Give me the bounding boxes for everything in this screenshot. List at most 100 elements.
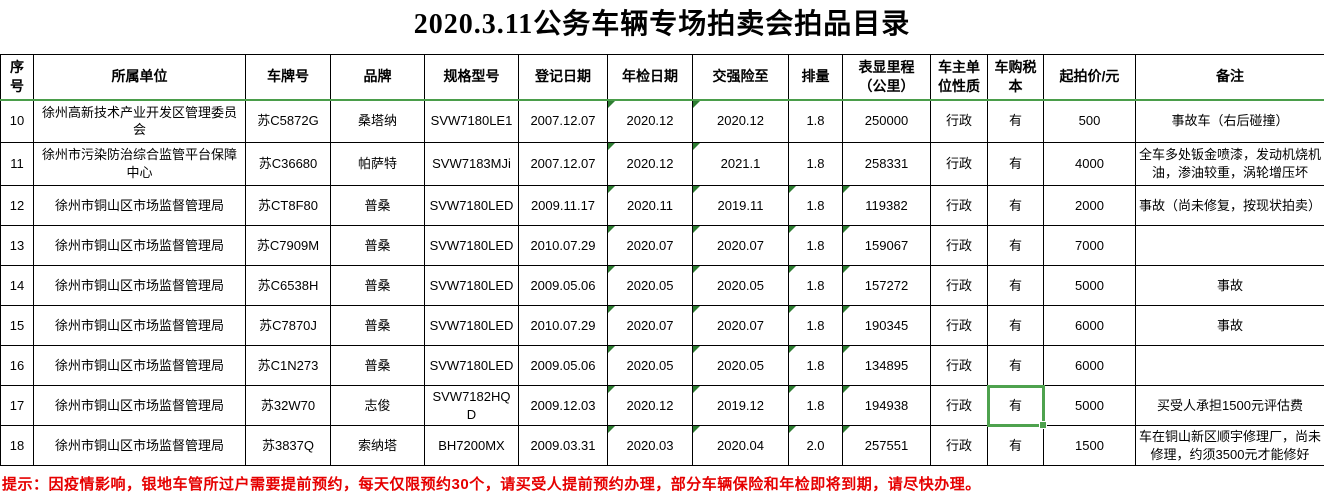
- cell-owner_type[interactable]: 行政: [930, 385, 988, 426]
- cell-brand[interactable]: 普桑: [330, 305, 425, 346]
- cell-plate[interactable]: 苏C7870J: [245, 305, 331, 346]
- cell-reg_date[interactable]: 2010.07.29: [518, 225, 608, 266]
- cell-no[interactable]: 14: [0, 265, 34, 306]
- cell-unit[interactable]: 徐州市铜山区市场监督管理局: [33, 225, 246, 266]
- selected-cell-tax_book[interactable]: 有: [986, 384, 1047, 429]
- cell-tax_book[interactable]: 有: [987, 225, 1044, 266]
- cell-owner_type[interactable]: 行政: [930, 99, 988, 143]
- column-header-unit[interactable]: 所属单位: [33, 54, 246, 101]
- cell-displacement[interactable]: 2.0: [788, 425, 843, 466]
- cell-brand[interactable]: 桑塔纳: [330, 99, 425, 143]
- cell-displacement[interactable]: 1.8: [788, 99, 843, 143]
- cell-model[interactable]: SVW7180LED: [424, 225, 519, 266]
- column-header-reg_date[interactable]: 登记日期: [518, 54, 608, 101]
- cell-remark[interactable]: 事故: [1135, 265, 1324, 306]
- cell-remark[interactable]: 全车多处钣金喷漆，发动机烧机油，渗油较重，涡轮增压坏: [1135, 142, 1324, 186]
- cell-mileage[interactable]: 134895: [842, 345, 931, 386]
- cell-plate[interactable]: 苏C5872G: [245, 99, 331, 143]
- cell-insurance[interactable]: 2020.07: [692, 225, 789, 266]
- cell-model[interactable]: SVW7180LED: [424, 305, 519, 346]
- cell-plate[interactable]: 苏C36680: [245, 142, 331, 186]
- cell-unit[interactable]: 徐州市污染防治综合监管平台保障中心: [33, 142, 246, 186]
- cell-unit[interactable]: 徐州市铜山区市场监督管理局: [33, 265, 246, 306]
- cell-no[interactable]: 15: [0, 305, 34, 346]
- selection-fill-handle[interactable]: [1039, 421, 1047, 429]
- cell-insurance[interactable]: 2019.11: [692, 185, 789, 226]
- cell-start_price[interactable]: 6000: [1043, 305, 1136, 346]
- cell-owner_type[interactable]: 行政: [930, 345, 988, 386]
- cell-tax_book[interactable]: 有: [987, 265, 1044, 306]
- cell-no[interactable]: 18: [0, 425, 34, 466]
- column-header-brand[interactable]: 品牌: [330, 54, 425, 101]
- cell-start_price[interactable]: 4000: [1043, 142, 1136, 186]
- cell-plate[interactable]: 苏C6538H: [245, 265, 331, 306]
- cell-model[interactable]: SVW7183MJi: [424, 142, 519, 186]
- cell-insurance[interactable]: 2020.05: [692, 265, 789, 306]
- cell-owner_type[interactable]: 行政: [930, 305, 988, 346]
- cell-no[interactable]: 12: [0, 185, 34, 226]
- cell-plate[interactable]: 苏3837Q: [245, 425, 331, 466]
- column-header-mileage[interactable]: 表显里程（公里）: [842, 54, 931, 101]
- cell-displacement[interactable]: 1.8: [788, 345, 843, 386]
- cell-mileage[interactable]: 258331: [842, 142, 931, 186]
- cell-inspection[interactable]: 2020.03: [607, 425, 693, 466]
- cell-displacement[interactable]: 1.8: [788, 185, 843, 226]
- cell-insurance[interactable]: 2019.12: [692, 385, 789, 426]
- cell-start_price[interactable]: 500: [1043, 99, 1136, 143]
- cell-insurance[interactable]: 2021.1: [692, 142, 789, 186]
- column-header-tax_book[interactable]: 车购税本: [987, 54, 1044, 101]
- cell-reg_date[interactable]: 2009.05.06: [518, 265, 608, 306]
- cell-no[interactable]: 13: [0, 225, 34, 266]
- cell-mileage[interactable]: 250000: [842, 99, 931, 143]
- cell-reg_date[interactable]: 2009.03.31: [518, 425, 608, 466]
- cell-inspection[interactable]: 2020.07: [607, 225, 693, 266]
- cell-brand[interactable]: 索纳塔: [330, 425, 425, 466]
- cell-no[interactable]: 11: [0, 142, 34, 186]
- cell-mileage[interactable]: 190345: [842, 305, 931, 346]
- cell-model[interactable]: SVW7180LE1: [424, 99, 519, 143]
- cell-owner_type[interactable]: 行政: [930, 265, 988, 306]
- cell-remark[interactable]: [1135, 345, 1324, 386]
- cell-displacement[interactable]: 1.8: [788, 305, 843, 346]
- column-header-plate[interactable]: 车牌号: [245, 54, 331, 101]
- cell-brand[interactable]: 普桑: [330, 185, 425, 226]
- column-header-remark[interactable]: 备注: [1135, 54, 1324, 101]
- column-header-start_price[interactable]: 起拍价/元: [1043, 54, 1136, 101]
- cell-start_price[interactable]: 5000: [1043, 385, 1136, 426]
- cell-brand[interactable]: 普桑: [330, 265, 425, 306]
- cell-inspection[interactable]: 2020.12: [607, 99, 693, 143]
- cell-mileage[interactable]: 159067: [842, 225, 931, 266]
- cell-tax_book[interactable]: 有: [987, 142, 1044, 186]
- cell-owner_type[interactable]: 行政: [930, 185, 988, 226]
- cell-no[interactable]: 17: [0, 385, 34, 426]
- cell-unit[interactable]: 徐州市铜山区市场监督管理局: [33, 185, 246, 226]
- cell-start_price[interactable]: 7000: [1043, 225, 1136, 266]
- cell-plate[interactable]: 苏C7909M: [245, 225, 331, 266]
- cell-unit[interactable]: 徐州市铜山区市场监督管理局: [33, 425, 246, 466]
- cell-mileage[interactable]: 257551: [842, 425, 931, 466]
- cell-remark[interactable]: 事故（尚未修复，按现状拍卖）: [1135, 185, 1324, 226]
- cell-unit[interactable]: 徐州市铜山区市场监督管理局: [33, 345, 246, 386]
- cell-tax_book[interactable]: 有: [987, 345, 1044, 386]
- cell-mileage[interactable]: 157272: [842, 265, 931, 306]
- cell-remark[interactable]: [1135, 225, 1324, 266]
- cell-no[interactable]: 10: [0, 99, 34, 143]
- cell-start_price[interactable]: 5000: [1043, 265, 1136, 306]
- cell-plate[interactable]: 苏C1N273: [245, 345, 331, 386]
- cell-mileage[interactable]: 119382: [842, 185, 931, 226]
- cell-displacement[interactable]: 1.8: [788, 225, 843, 266]
- cell-owner_type[interactable]: 行政: [930, 425, 988, 466]
- cell-displacement[interactable]: 1.8: [788, 142, 843, 186]
- cell-insurance[interactable]: 2020.04: [692, 425, 789, 466]
- cell-model[interactable]: BH7200MX: [424, 425, 519, 466]
- cell-displacement[interactable]: 1.8: [788, 385, 843, 426]
- cell-insurance[interactable]: 2020.12: [692, 99, 789, 143]
- cell-unit[interactable]: 徐州市铜山区市场监督管理局: [33, 385, 246, 426]
- column-header-owner_type[interactable]: 车主单位性质: [930, 54, 988, 101]
- cell-brand[interactable]: 志俊: [330, 385, 425, 426]
- cell-owner_type[interactable]: 行政: [930, 225, 988, 266]
- cell-insurance[interactable]: 2020.07: [692, 305, 789, 346]
- cell-start_price[interactable]: 2000: [1043, 185, 1136, 226]
- cell-inspection[interactable]: 2020.11: [607, 185, 693, 226]
- cell-plate[interactable]: 苏CT8F80: [245, 185, 331, 226]
